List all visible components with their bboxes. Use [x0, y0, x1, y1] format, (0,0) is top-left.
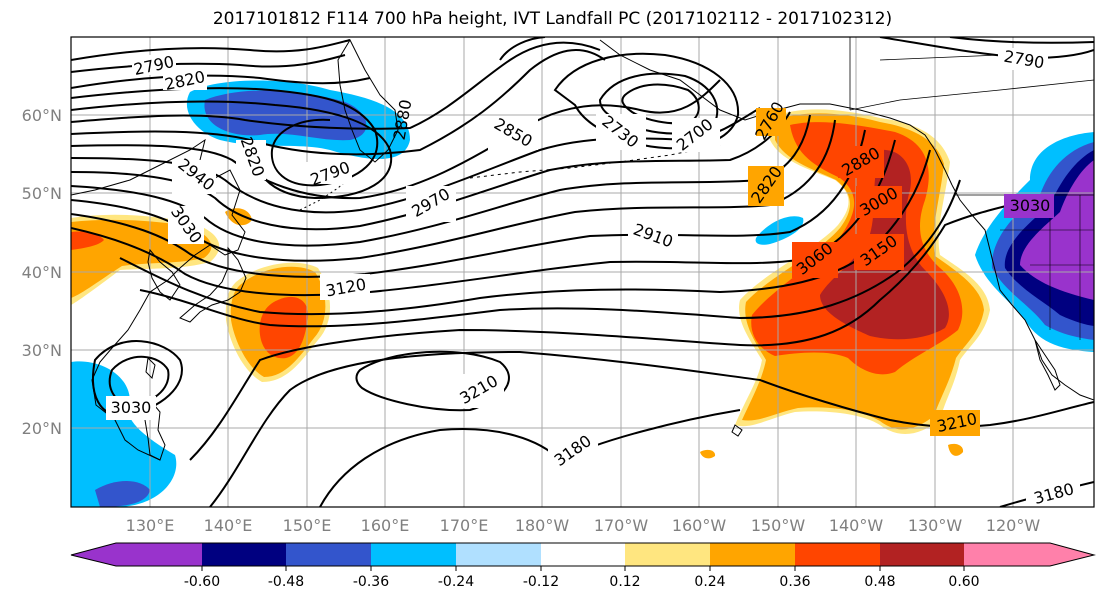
colorbar-segment	[202, 543, 286, 566]
border-us-states	[1000, 195, 1094, 340]
colorbar-tick-label: -0.12	[523, 574, 559, 590]
contour-line	[71, 48, 606, 156]
coast-korea	[147, 248, 181, 301]
colorbar-tick-label: 0.60	[948, 574, 979, 590]
colorbar-tick-label: 0.12	[609, 574, 640, 590]
coast-baja	[1034, 339, 1061, 391]
colorbar-outline	[70, 542, 1096, 567]
coast-alaska	[599, 39, 953, 186]
coast-north-america	[951, 184, 1094, 401]
contour-label: 3030	[111, 398, 152, 417]
contour-line	[71, 79, 721, 200]
contour-line	[71, 54, 346, 73]
negative-patch-pacific	[755, 216, 804, 245]
latitude-axis: 60°N 50°N 40°N 30°N 20°N	[22, 106, 62, 438]
lat-label: 60°N	[22, 106, 62, 125]
negative-core-scs	[95, 481, 150, 507]
colorbar: -0.60 -0.48 -0.36 -0.24 -0.12 0.12 0.24 …	[70, 542, 1096, 590]
contour-line	[209, 350, 1094, 507]
lon-label: 170°W	[594, 516, 649, 535]
colorbar-tick-label: -0.60	[184, 574, 220, 590]
lon-label: 150°E	[283, 516, 332, 535]
positive-patch-kuril	[225, 208, 252, 226]
contour-line	[189, 204, 1011, 461]
coast-taiwan	[145, 356, 156, 379]
lon-label: 150°W	[751, 516, 806, 535]
contour-line	[139, 179, 961, 328]
contour-line	[71, 129, 866, 278]
colorbar-segment	[880, 543, 964, 566]
coast-kamchatka	[337, 38, 399, 163]
lon-label: 140°W	[829, 516, 884, 535]
colorbar-tick-label: 0.48	[864, 574, 895, 590]
colorbar-segment	[541, 543, 625, 566]
contour-line	[71, 100, 393, 200]
lon-label: 170°E	[440, 516, 489, 535]
contour-line	[108, 355, 170, 407]
colorbar-tick-label: 0.36	[779, 574, 810, 590]
colorbar-segment	[371, 543, 456, 566]
lon-label: 120°W	[986, 516, 1041, 535]
positive-patch-hawaii	[700, 449, 716, 459]
colorbar-segment	[116, 543, 202, 566]
colorbar-tick-label: -0.48	[268, 574, 304, 590]
coast-arctic-canada	[849, 54, 1094, 111]
contour-line	[319, 409, 741, 507]
colorbar-tick-label: -0.36	[353, 574, 389, 590]
lon-label: 160°W	[672, 516, 727, 535]
longitude-axis: 130°E 140°E 150°E 160°E 170°E 180°W 170°…	[126, 516, 1041, 535]
coast-kuril-islands	[299, 175, 353, 211]
colorbar-segment	[286, 543, 371, 566]
lat-label: 50°N	[22, 184, 62, 203]
lat-label: 40°N	[22, 263, 62, 282]
positive-core-china	[71, 231, 104, 250]
lon-label: 130°E	[126, 516, 175, 535]
colorbar-segment	[795, 543, 880, 566]
contour-line	[949, 37, 1094, 44]
colorbar-segment	[625, 543, 710, 566]
lon-label: 180°W	[515, 516, 570, 535]
coast-philippines	[144, 398, 166, 461]
lat-label: 30°N	[22, 341, 62, 360]
colorbar-segment	[1050, 543, 1094, 566]
lon-label: 130°W	[908, 516, 963, 535]
contour-line	[71, 74, 371, 89]
positive-patch-baja	[948, 443, 964, 456]
contour-line	[71, 41, 601, 130]
map-content: 2790 2820 2820 2880 2790 2940 3030 2850 …	[71, 37, 1094, 507]
contour-line	[92, 340, 183, 417]
contour-label: 3030	[1010, 196, 1051, 215]
lat-label: 20°N	[22, 419, 62, 438]
colorbar-tick-label: 0.24	[694, 574, 725, 590]
lon-label: 160°E	[361, 516, 410, 535]
coast-japan	[179, 246, 247, 323]
map-frame	[70, 36, 1095, 508]
colorbar-segment	[71, 543, 116, 566]
colorbar-segment	[964, 543, 1050, 566]
contour-line	[71, 39, 351, 61]
colorbar-segment	[710, 543, 795, 566]
colorbar-segment	[456, 543, 541, 566]
coast-hawaii	[731, 424, 743, 437]
map-title: 2017101812 F114 700 hPa height, IVT Land…	[212, 9, 893, 29]
colorbar-tick-label: -0.24	[438, 574, 474, 590]
lon-label: 140°E	[204, 516, 253, 535]
